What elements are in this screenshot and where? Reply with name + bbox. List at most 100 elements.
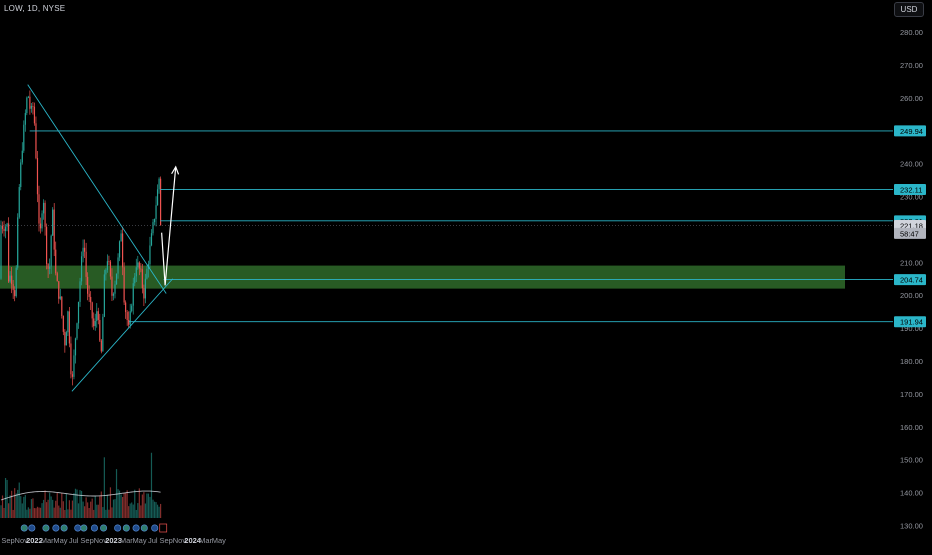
candle-body: [35, 123, 37, 159]
volume-bar: [118, 490, 121, 518]
volume-bar: [38, 507, 40, 518]
volume-bar: [55, 500, 57, 518]
volume-bar: [106, 495, 108, 518]
symbol-info: LOW, 1D, NYSE: [4, 4, 66, 13]
volume-bar: [17, 489, 19, 518]
dividend-marker: [122, 524, 130, 532]
candle-body: [77, 301, 80, 324]
candle-body: [1, 225, 4, 229]
volume-bars: [0, 452, 162, 518]
volume-bar: [50, 496, 52, 518]
candle-body: [137, 262, 139, 268]
candle-body: [8, 223, 10, 282]
price-label-bg: [894, 125, 926, 137]
candle-body: [88, 293, 90, 297]
volume-bar: [88, 507, 90, 518]
candle-body: [33, 106, 36, 124]
candle-body: [46, 226, 48, 264]
dividend-marker: [20, 524, 28, 532]
candle-body: [99, 319, 101, 341]
volume-bar: [26, 509, 28, 518]
candle-body: [134, 276, 136, 284]
volume-bar: [94, 496, 96, 518]
trend-lines: [0, 84, 893, 392]
volume-bar: [44, 490, 46, 518]
volume-bar: [3, 507, 5, 518]
candle-body: [106, 261, 108, 270]
earnings-marker: [132, 524, 140, 532]
volume-bar: [68, 500, 70, 518]
candle-body: [149, 245, 151, 265]
candle-body: [9, 275, 11, 282]
candle-body: [79, 281, 81, 302]
volume-bar: [108, 509, 110, 518]
candle-body: [131, 305, 133, 312]
candle-body: [26, 97, 28, 114]
volume-bar: [138, 488, 140, 518]
volume-bar: [67, 509, 69, 518]
price-label-bg: [894, 274, 926, 286]
price-label: 58:47: [900, 229, 919, 238]
volume-bar: [33, 508, 36, 518]
volume-bar: [8, 503, 10, 518]
volume-bar: [32, 498, 34, 518]
candle-body: [87, 276, 89, 294]
volume-bar: [156, 504, 159, 518]
time-tick-label: Sep: [80, 536, 93, 545]
candle-body: [91, 302, 93, 319]
price-tick-label: 230.00: [900, 193, 923, 202]
candle-body: [117, 257, 119, 274]
currency-button[interactable]: USD: [894, 2, 924, 17]
candles: [0, 90, 162, 386]
volume-bar: [140, 505, 142, 518]
volume-bar: [144, 503, 146, 518]
price-label-bg: [894, 316, 926, 328]
volume-bar: [35, 508, 37, 518]
volume-bar: [21, 503, 23, 518]
time-tick-label: 2024: [184, 536, 202, 545]
volume-bar: [9, 495, 11, 518]
candle-body: [141, 269, 143, 289]
time-tick-label: Mar: [41, 536, 54, 545]
candle-body: [120, 233, 122, 242]
ascending-trendline: [71, 278, 174, 392]
volume-bar: [87, 502, 89, 518]
price-label: 204.74: [900, 276, 923, 285]
candle-body: [62, 315, 64, 332]
volume-bar: [160, 503, 162, 518]
volume-bar: [20, 496, 22, 518]
price-label-bg: [894, 227, 926, 239]
candle-body: [47, 263, 49, 269]
volume-bar: [85, 497, 87, 518]
candle-body: [135, 267, 137, 277]
candle-body: [160, 178, 162, 226]
volume-bar: [132, 504, 134, 518]
candle-body: [20, 162, 22, 188]
volume-bar: [102, 507, 104, 518]
dividend-marker: [60, 524, 68, 532]
volume-bar: [53, 507, 55, 518]
price-tick-label: 210.00: [900, 258, 923, 267]
candle-body: [155, 205, 157, 219]
candle-body: [73, 355, 75, 377]
candle-body: [74, 338, 77, 356]
volume-bar: [96, 504, 98, 518]
candle-body: [56, 273, 58, 282]
volume-bar: [11, 490, 13, 518]
candle-body: [41, 213, 43, 229]
candle-body: [12, 284, 14, 291]
price-tick-label: 140.00: [900, 489, 923, 498]
earnings-marker: [28, 524, 36, 532]
time-tick-label: Mar: [120, 536, 133, 545]
volume-bar: [152, 499, 154, 518]
volume-bar: [24, 495, 26, 518]
candle-body: [53, 209, 55, 250]
candle-body: [24, 113, 26, 125]
volume-bar: [4, 477, 7, 518]
volume-bar: [80, 490, 83, 518]
candle-body: [14, 290, 16, 297]
candle-body: [4, 226, 7, 232]
candle-body: [96, 311, 98, 322]
